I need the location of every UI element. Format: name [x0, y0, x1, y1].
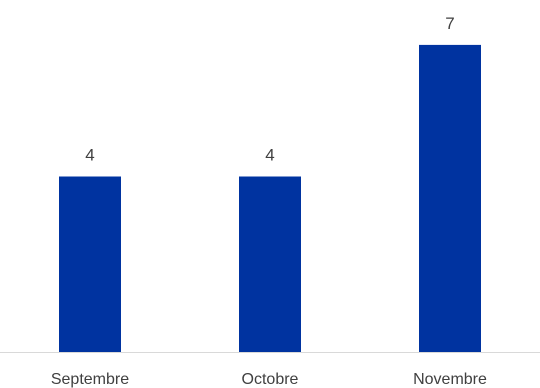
- bar-novembre: [419, 44, 481, 353]
- data-label-octobre: 4: [265, 146, 274, 165]
- data-label-septembre: 4: [85, 146, 94, 165]
- x-tick-label-septembre: Septembre: [51, 371, 129, 388]
- bar-septembre: [59, 176, 121, 352]
- x-tick-labels-group: Septembre Octobre Novembre: [51, 371, 487, 388]
- data-label-novembre: 7: [445, 14, 454, 33]
- bar-octobre: [239, 176, 301, 352]
- x-tick-label-octobre: Octobre: [242, 371, 299, 388]
- bars-group: [59, 44, 481, 353]
- x-tick-label-novembre: Novembre: [413, 371, 487, 388]
- data-labels-group: 4 4 7: [85, 14, 454, 165]
